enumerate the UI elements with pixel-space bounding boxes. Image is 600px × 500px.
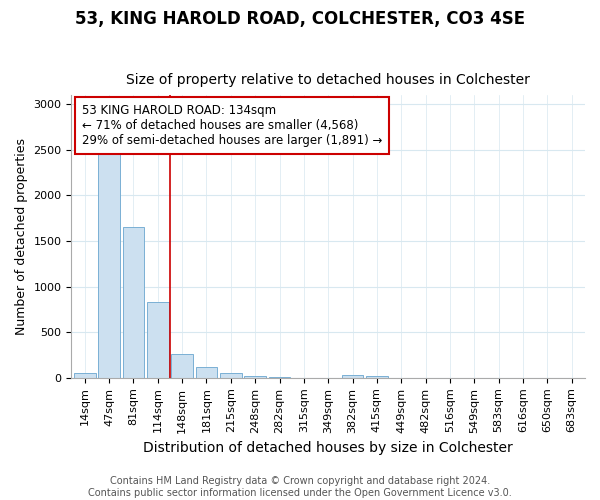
Bar — [220, 374, 242, 378]
Text: 53, KING HAROLD ROAD, COLCHESTER, CO3 4SE: 53, KING HAROLD ROAD, COLCHESTER, CO3 4S… — [75, 10, 525, 28]
Bar — [366, 376, 388, 378]
Bar — [147, 302, 169, 378]
Text: Contains HM Land Registry data © Crown copyright and database right 2024.
Contai: Contains HM Land Registry data © Crown c… — [88, 476, 512, 498]
Text: 53 KING HAROLD ROAD: 134sqm
← 71% of detached houses are smaller (4,568)
29% of : 53 KING HAROLD ROAD: 134sqm ← 71% of det… — [82, 104, 382, 146]
Bar — [98, 154, 120, 378]
Bar — [244, 376, 266, 378]
Bar — [196, 367, 217, 378]
X-axis label: Distribution of detached houses by size in Colchester: Distribution of detached houses by size … — [143, 441, 513, 455]
Bar — [122, 228, 145, 378]
Title: Size of property relative to detached houses in Colchester: Size of property relative to detached ho… — [126, 73, 530, 87]
Y-axis label: Number of detached properties: Number of detached properties — [15, 138, 28, 335]
Bar — [341, 375, 364, 378]
Bar — [171, 354, 193, 378]
Bar — [74, 374, 96, 378]
